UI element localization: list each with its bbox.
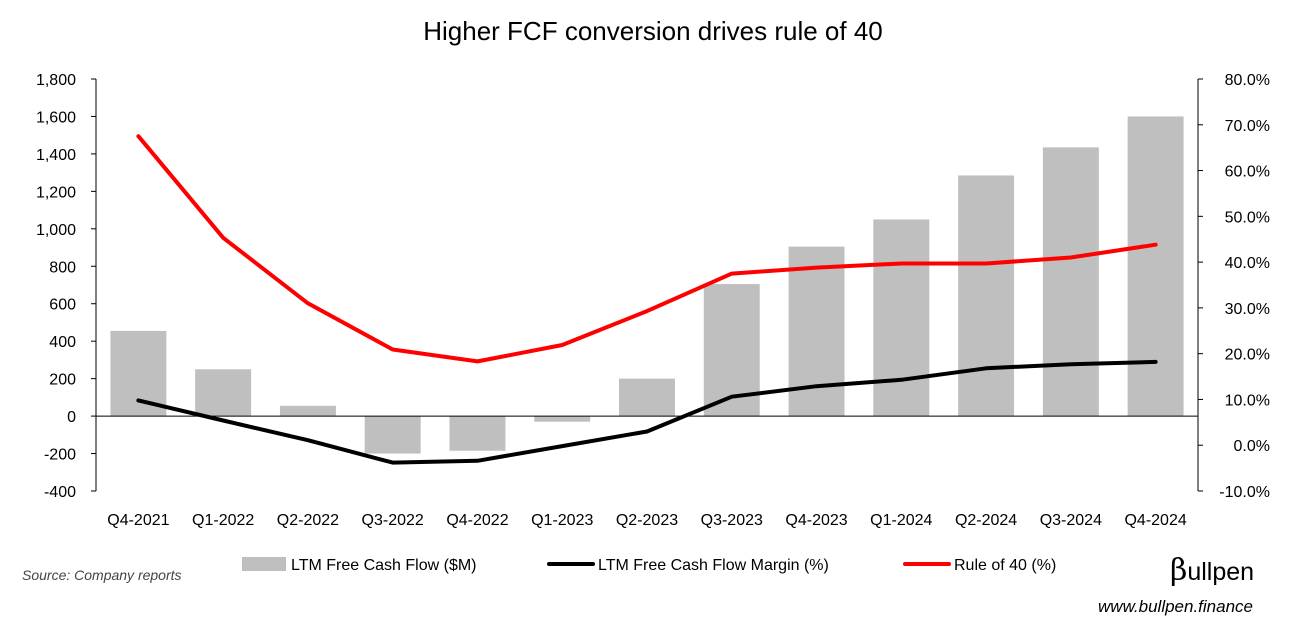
- right-tick-label: 40.0%: [1225, 255, 1270, 272]
- right-tick-label: 70.0%: [1225, 118, 1270, 135]
- brand-name: ullpen: [1187, 558, 1254, 586]
- x-tick-label: Q4-2023: [785, 512, 847, 529]
- x-tick-label: Q4-2021: [107, 512, 169, 529]
- x-tick-label: Q1-2022: [192, 512, 254, 529]
- bar-Q1-2022: [195, 369, 252, 417]
- axes: [95, 79, 1199, 491]
- right-tick-label: 60.0%: [1225, 164, 1270, 181]
- bar-Q4-2023: [788, 246, 845, 417]
- bar-Q2-2024: [958, 175, 1015, 417]
- left-tick-label: 0: [67, 409, 76, 426]
- x-tick-label: Q3-2024: [1040, 512, 1102, 529]
- right-tick-label: 10.0%: [1225, 392, 1270, 409]
- left-tick-label: 200: [49, 372, 76, 389]
- bar-Q4-2022: [449, 416, 506, 451]
- bar-Q3-2024: [1042, 147, 1099, 417]
- bullpen-logo: βullpen: [1170, 553, 1254, 588]
- left-tick-label: 400: [49, 334, 76, 351]
- brand-beta: β: [1170, 553, 1187, 588]
- right-tick-label: 80.0%: [1225, 72, 1270, 89]
- website-url: www.bullpen.finance: [1098, 597, 1253, 616]
- x-tick-label: Q4-2022: [446, 512, 508, 529]
- right-axis-ticks: -10.0% 0.0% 10.0% 20.0% 30.0% 40.0% 50.0% 60.0%…: [1198, 72, 1270, 501]
- left-tick-label: 1,600: [36, 109, 76, 126]
- fcf-margin-line: [136, 359, 1158, 465]
- rule-of-40-line: [136, 134, 1158, 364]
- left-tick-label: 1,200: [36, 184, 76, 201]
- bar-Q2-2023: [619, 378, 675, 417]
- right-tick-label: -10.0%: [1219, 484, 1270, 501]
- bar-Q2-2022: [279, 405, 336, 417]
- bar-Q1-2023: [534, 416, 591, 422]
- x-tick-label: Q2-2022: [277, 512, 339, 529]
- legend: LTM Free Cash Flow ($M) LTM Free Cash Flo…: [242, 557, 1056, 574]
- x-tick-label: Q1-2024: [870, 512, 932, 529]
- x-tick-label: Q3-2022: [362, 512, 424, 529]
- bar-Q3-2022: [364, 416, 421, 454]
- source-note: Source: Company reports: [22, 567, 182, 583]
- right-tick-label: 0.0%: [1234, 438, 1270, 455]
- svg-text:βullpen: βullpen: [1170, 553, 1254, 588]
- series-lines: [136, 134, 1158, 465]
- left-tick-label: -200: [44, 447, 76, 464]
- x-tick-label: Q3-2023: [701, 512, 763, 529]
- left-tick-label: -400: [44, 484, 76, 501]
- bar-Q1-2024: [873, 219, 930, 417]
- left-tick-label: 1,400: [36, 147, 76, 164]
- left-tick-label: 1,800: [36, 72, 76, 89]
- x-tick-label: Q1-2023: [531, 512, 593, 529]
- legend-label: Rule of 40 (%): [954, 557, 1056, 574]
- fcf-bars: [110, 116, 1184, 454]
- legend-label: LTM Free Cash Flow ($M): [291, 557, 477, 574]
- left-axis-ticks: -400 -200 0 200 400 600 800 1,000 1,200 1,400 1,60…: [36, 72, 96, 501]
- right-tick-label: 30.0%: [1225, 301, 1270, 318]
- left-tick-label: 800: [49, 259, 76, 276]
- legend-swatch-bar: [242, 557, 286, 571]
- left-tick-label: 600: [49, 297, 76, 314]
- chart-title: Higher FCF conversion drives rule of 40: [423, 16, 883, 46]
- bar-Q4-2024: [1127, 116, 1184, 417]
- x-tick-label: Q2-2023: [616, 512, 678, 529]
- legend-label: LTM Free Cash Flow Margin (%): [598, 557, 829, 574]
- x-axis-ticks: Q4-2021 Q1-2022 Q2-2022 Q3-2022 Q4-2022 Q1-20…: [107, 512, 1187, 529]
- right-tick-label: 50.0%: [1225, 209, 1270, 226]
- x-tick-label: Q4-2024: [1124, 512, 1186, 529]
- right-tick-label: 20.0%: [1225, 347, 1270, 364]
- left-tick-label: 1,000: [36, 222, 76, 239]
- x-tick-label: Q2-2024: [955, 512, 1017, 529]
